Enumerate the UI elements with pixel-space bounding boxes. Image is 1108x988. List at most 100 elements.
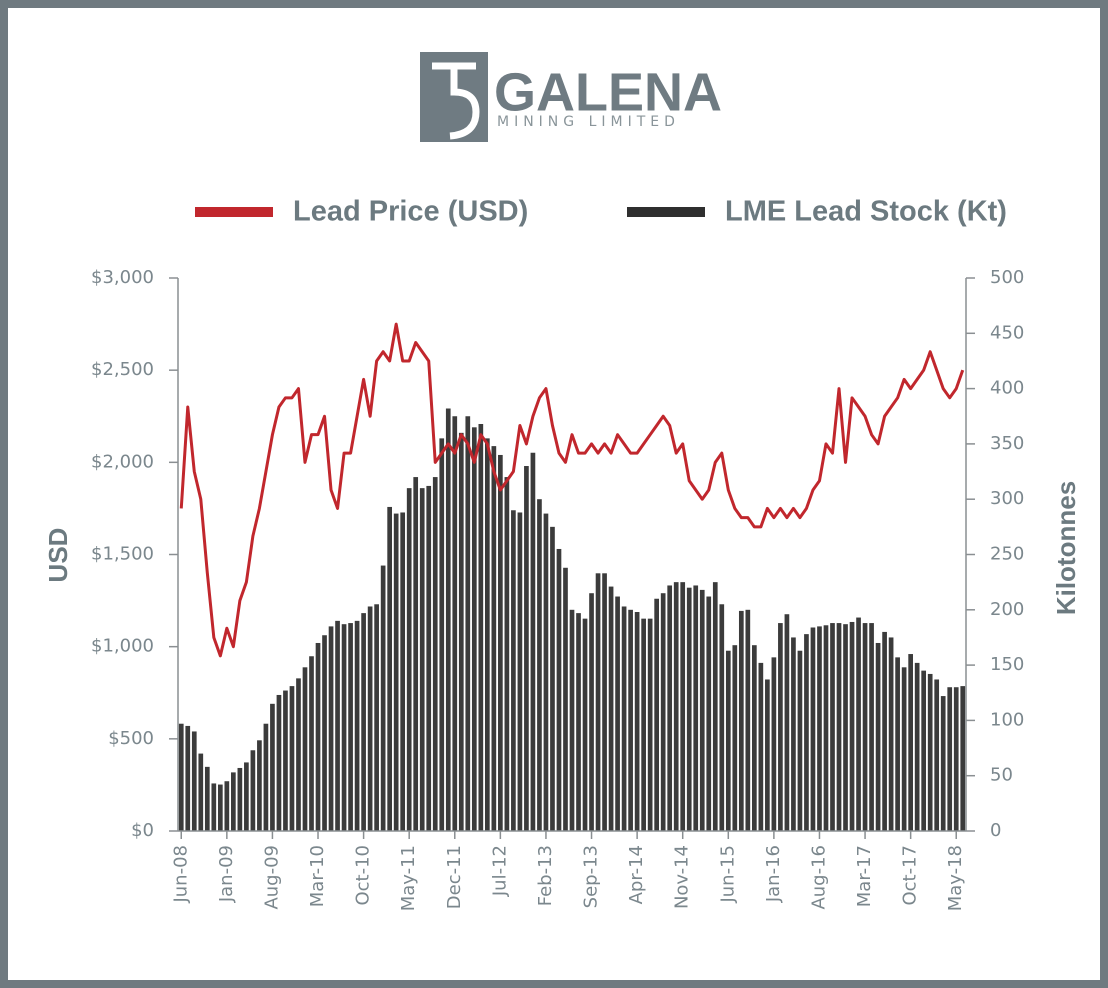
bar (237, 767, 243, 831)
bar (315, 642, 321, 831)
bar (908, 654, 913, 831)
bar (758, 662, 764, 831)
bar (250, 750, 256, 831)
x-tick-label: Aug-09 (261, 845, 282, 910)
bar (615, 596, 620, 831)
bar (706, 596, 712, 831)
bar (563, 567, 568, 831)
y2-tick-label: 150 (990, 654, 1024, 675)
y2-tick-label: 350 (990, 433, 1024, 454)
bar (582, 618, 588, 831)
bar (660, 593, 666, 831)
bar (504, 477, 510, 831)
x-tick-label: Nov-14 (672, 845, 693, 909)
bar (921, 670, 927, 831)
bar (738, 610, 744, 831)
bar (413, 477, 419, 831)
bar (849, 621, 855, 831)
bar (745, 609, 751, 831)
bar (621, 606, 627, 831)
bar (953, 687, 959, 831)
bar (471, 427, 477, 831)
logo-tagline: MINING LIMITED (497, 114, 680, 130)
y-tick-label: $3,000 (91, 267, 154, 288)
bar (484, 438, 490, 831)
bar (784, 614, 790, 831)
y2-tick-label: 100 (990, 709, 1024, 730)
bar (654, 598, 660, 831)
bar (875, 642, 881, 831)
bar (374, 604, 379, 831)
bar (693, 585, 699, 831)
bar (712, 582, 718, 831)
bar (947, 687, 953, 831)
bar (667, 585, 673, 831)
bar (869, 623, 874, 831)
y2-tick-label: 200 (990, 599, 1024, 620)
bar (302, 667, 308, 831)
bar (960, 686, 966, 831)
bar (589, 593, 594, 831)
y2-tick-label: 400 (990, 378, 1024, 399)
legend-label: LME Lead Stock (Kt) (725, 196, 1007, 228)
bar (498, 454, 503, 831)
y2-tick-label: 500 (990, 267, 1024, 288)
bar (719, 604, 725, 831)
bar (198, 753, 204, 831)
bar (400, 512, 406, 831)
bar (283, 690, 288, 831)
bar (556, 548, 562, 831)
x-tick-label: Sep-13 (581, 845, 602, 908)
bar (406, 488, 412, 831)
bar (940, 696, 946, 831)
bar (204, 766, 210, 831)
bar (686, 587, 692, 831)
bar (217, 784, 223, 831)
bar (647, 618, 653, 831)
bar (673, 582, 679, 831)
y-axis-title: USD (43, 528, 73, 583)
y-tick-label: $500 (108, 728, 154, 749)
bar (862, 623, 868, 831)
bar (465, 416, 471, 831)
y2-tick-label: 300 (990, 488, 1024, 509)
y-tick-label: $2,500 (91, 359, 154, 380)
bar (914, 662, 920, 831)
y-tick-label: $1,000 (91, 636, 154, 657)
bar (628, 609, 633, 831)
bar (804, 634, 809, 831)
bar (224, 781, 230, 831)
bar (634, 612, 640, 831)
bar (276, 694, 282, 831)
x-tick-label: Jan-09 (216, 845, 237, 903)
bar (393, 513, 399, 831)
bar (439, 438, 445, 831)
bar (602, 573, 607, 831)
bar (608, 586, 614, 831)
bar (836, 623, 842, 831)
bar (231, 772, 236, 831)
bar (478, 423, 484, 831)
bar (309, 656, 314, 831)
bar (244, 762, 249, 831)
x-tick-label: Jul-12 (489, 845, 510, 897)
bar (830, 623, 835, 831)
bar (458, 432, 464, 831)
bar (419, 488, 425, 831)
bar (387, 506, 392, 831)
bar (530, 452, 536, 831)
bar (771, 657, 777, 831)
bar (178, 723, 184, 831)
bar (361, 613, 366, 831)
bar (432, 477, 438, 831)
bar (927, 673, 933, 831)
x-tick-label: Dec-11 (444, 845, 465, 909)
bar (810, 627, 816, 831)
price-line (179, 322, 965, 658)
bar (445, 408, 451, 831)
logo-mark (432, 62, 480, 140)
bar (817, 626, 822, 831)
bar (934, 679, 940, 831)
bar (765, 679, 770, 831)
